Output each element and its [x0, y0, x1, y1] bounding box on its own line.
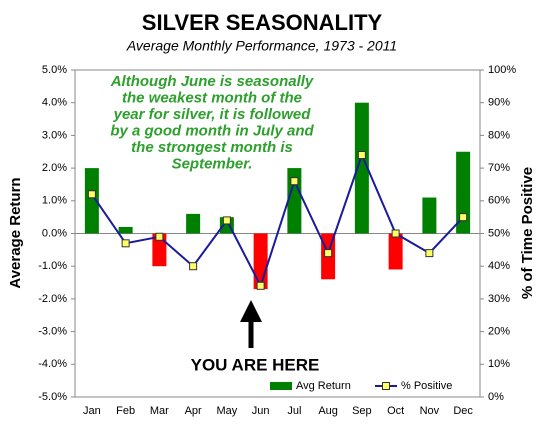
chart-subtitle: Average Monthly Performance, 1973 - 2011 — [126, 38, 397, 54]
y2-tick-label: 10% — [488, 358, 510, 370]
y-tick-label: -5.0% — [38, 391, 67, 403]
y-tick-label: 3.0% — [42, 129, 67, 141]
bar — [422, 197, 437, 234]
marker — [459, 213, 468, 222]
y2-axis-title: % of Time Positive — [519, 167, 536, 299]
x-tick-label: Jun — [252, 405, 270, 417]
y2-tick-label: 50% — [488, 227, 510, 239]
marker — [256, 281, 265, 290]
x-tick-label: Feb — [116, 405, 135, 417]
y2-tick-label: 30% — [488, 293, 510, 305]
bar — [186, 213, 201, 234]
y-tick-label: 0.0% — [42, 227, 67, 239]
x-tick-label: Jan — [83, 405, 101, 417]
bar — [118, 226, 133, 234]
bar — [354, 102, 369, 234]
annotation-line: Although June is seasonally — [110, 73, 314, 90]
y-tick-label: -4.0% — [38, 358, 67, 370]
x-tick-label: May — [216, 405, 237, 417]
y-tick-label: 4.0% — [42, 97, 67, 109]
marker — [155, 232, 164, 241]
legend-swatch-marker — [382, 382, 390, 390]
x-tick-label: Mar — [150, 405, 169, 417]
marker — [121, 239, 130, 248]
marker — [222, 216, 231, 225]
y2-tick-label: 100% — [488, 64, 516, 76]
x-tick-label: Oct — [387, 405, 404, 417]
y2-tick-label: 70% — [488, 162, 510, 174]
y-tick-label: 5.0% — [42, 64, 67, 76]
chart-title: SILVER SEASONALITY — [142, 10, 383, 35]
annotation-line: year for silver, it is followed — [113, 106, 312, 123]
legend-label: Avg Return — [296, 380, 351, 392]
bar — [388, 233, 403, 270]
y2-tick-label: 60% — [488, 195, 510, 207]
pointer-text: YOU ARE HERE — [191, 355, 320, 374]
legend-swatch — [270, 382, 292, 390]
marker — [290, 177, 299, 186]
y2-tick-label: 90% — [488, 97, 510, 109]
y2-tick-label: 80% — [488, 129, 510, 141]
y-tick-label: -1.0% — [38, 260, 67, 272]
bar — [84, 168, 99, 234]
x-tick-label: Jul — [287, 405, 301, 417]
bar — [456, 151, 471, 234]
y2-tick-label: 0% — [488, 391, 504, 403]
marker — [324, 249, 333, 258]
marker — [87, 190, 96, 199]
y-tick-label: 1.0% — [42, 195, 67, 207]
x-tick-label: Dec — [453, 405, 473, 417]
marker — [357, 151, 366, 160]
legend-label: % Positive — [401, 380, 452, 392]
bar — [152, 233, 167, 267]
arrow-head — [240, 300, 262, 322]
line — [91, 152, 464, 289]
annotation-line: September. — [172, 155, 253, 172]
y2-tick-label: 20% — [488, 326, 510, 338]
marker — [189, 262, 198, 271]
marker — [425, 249, 434, 258]
x-tick-label: Sep — [352, 405, 372, 417]
marker — [391, 229, 400, 238]
annotation-line: the weakest month of the — [122, 89, 302, 106]
y-tick-label: 2.0% — [42, 162, 67, 174]
y-tick-label: -2.0% — [38, 293, 67, 305]
y-axis-title: Average Return — [7, 177, 24, 288]
x-tick-label: Aug — [318, 405, 338, 417]
y2-tick-label: 40% — [488, 260, 510, 272]
y-tick-label: -3.0% — [38, 326, 67, 338]
x-tick-label: Apr — [185, 405, 202, 417]
bar — [253, 233, 268, 290]
annotation-line: the strongest month is — [131, 139, 293, 156]
x-tick-label: Nov — [420, 405, 440, 417]
annotation-line: by a good month in July and — [110, 122, 314, 139]
